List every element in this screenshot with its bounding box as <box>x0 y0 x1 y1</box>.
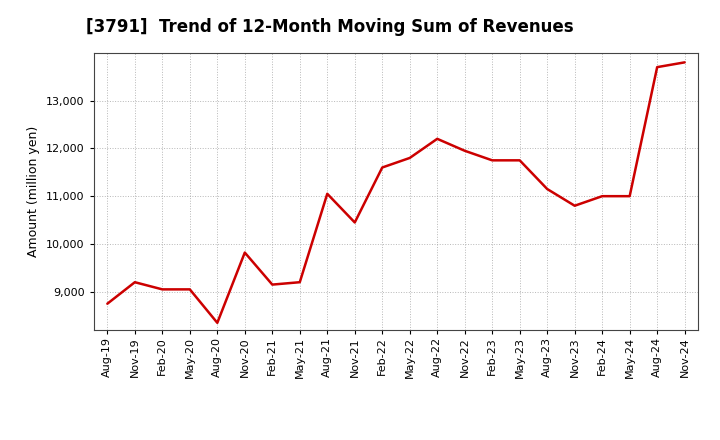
Text: [3791]  Trend of 12-Month Moving Sum of Revenues: [3791] Trend of 12-Month Moving Sum of R… <box>86 18 574 36</box>
Y-axis label: Amount (million yen): Amount (million yen) <box>27 126 40 257</box>
